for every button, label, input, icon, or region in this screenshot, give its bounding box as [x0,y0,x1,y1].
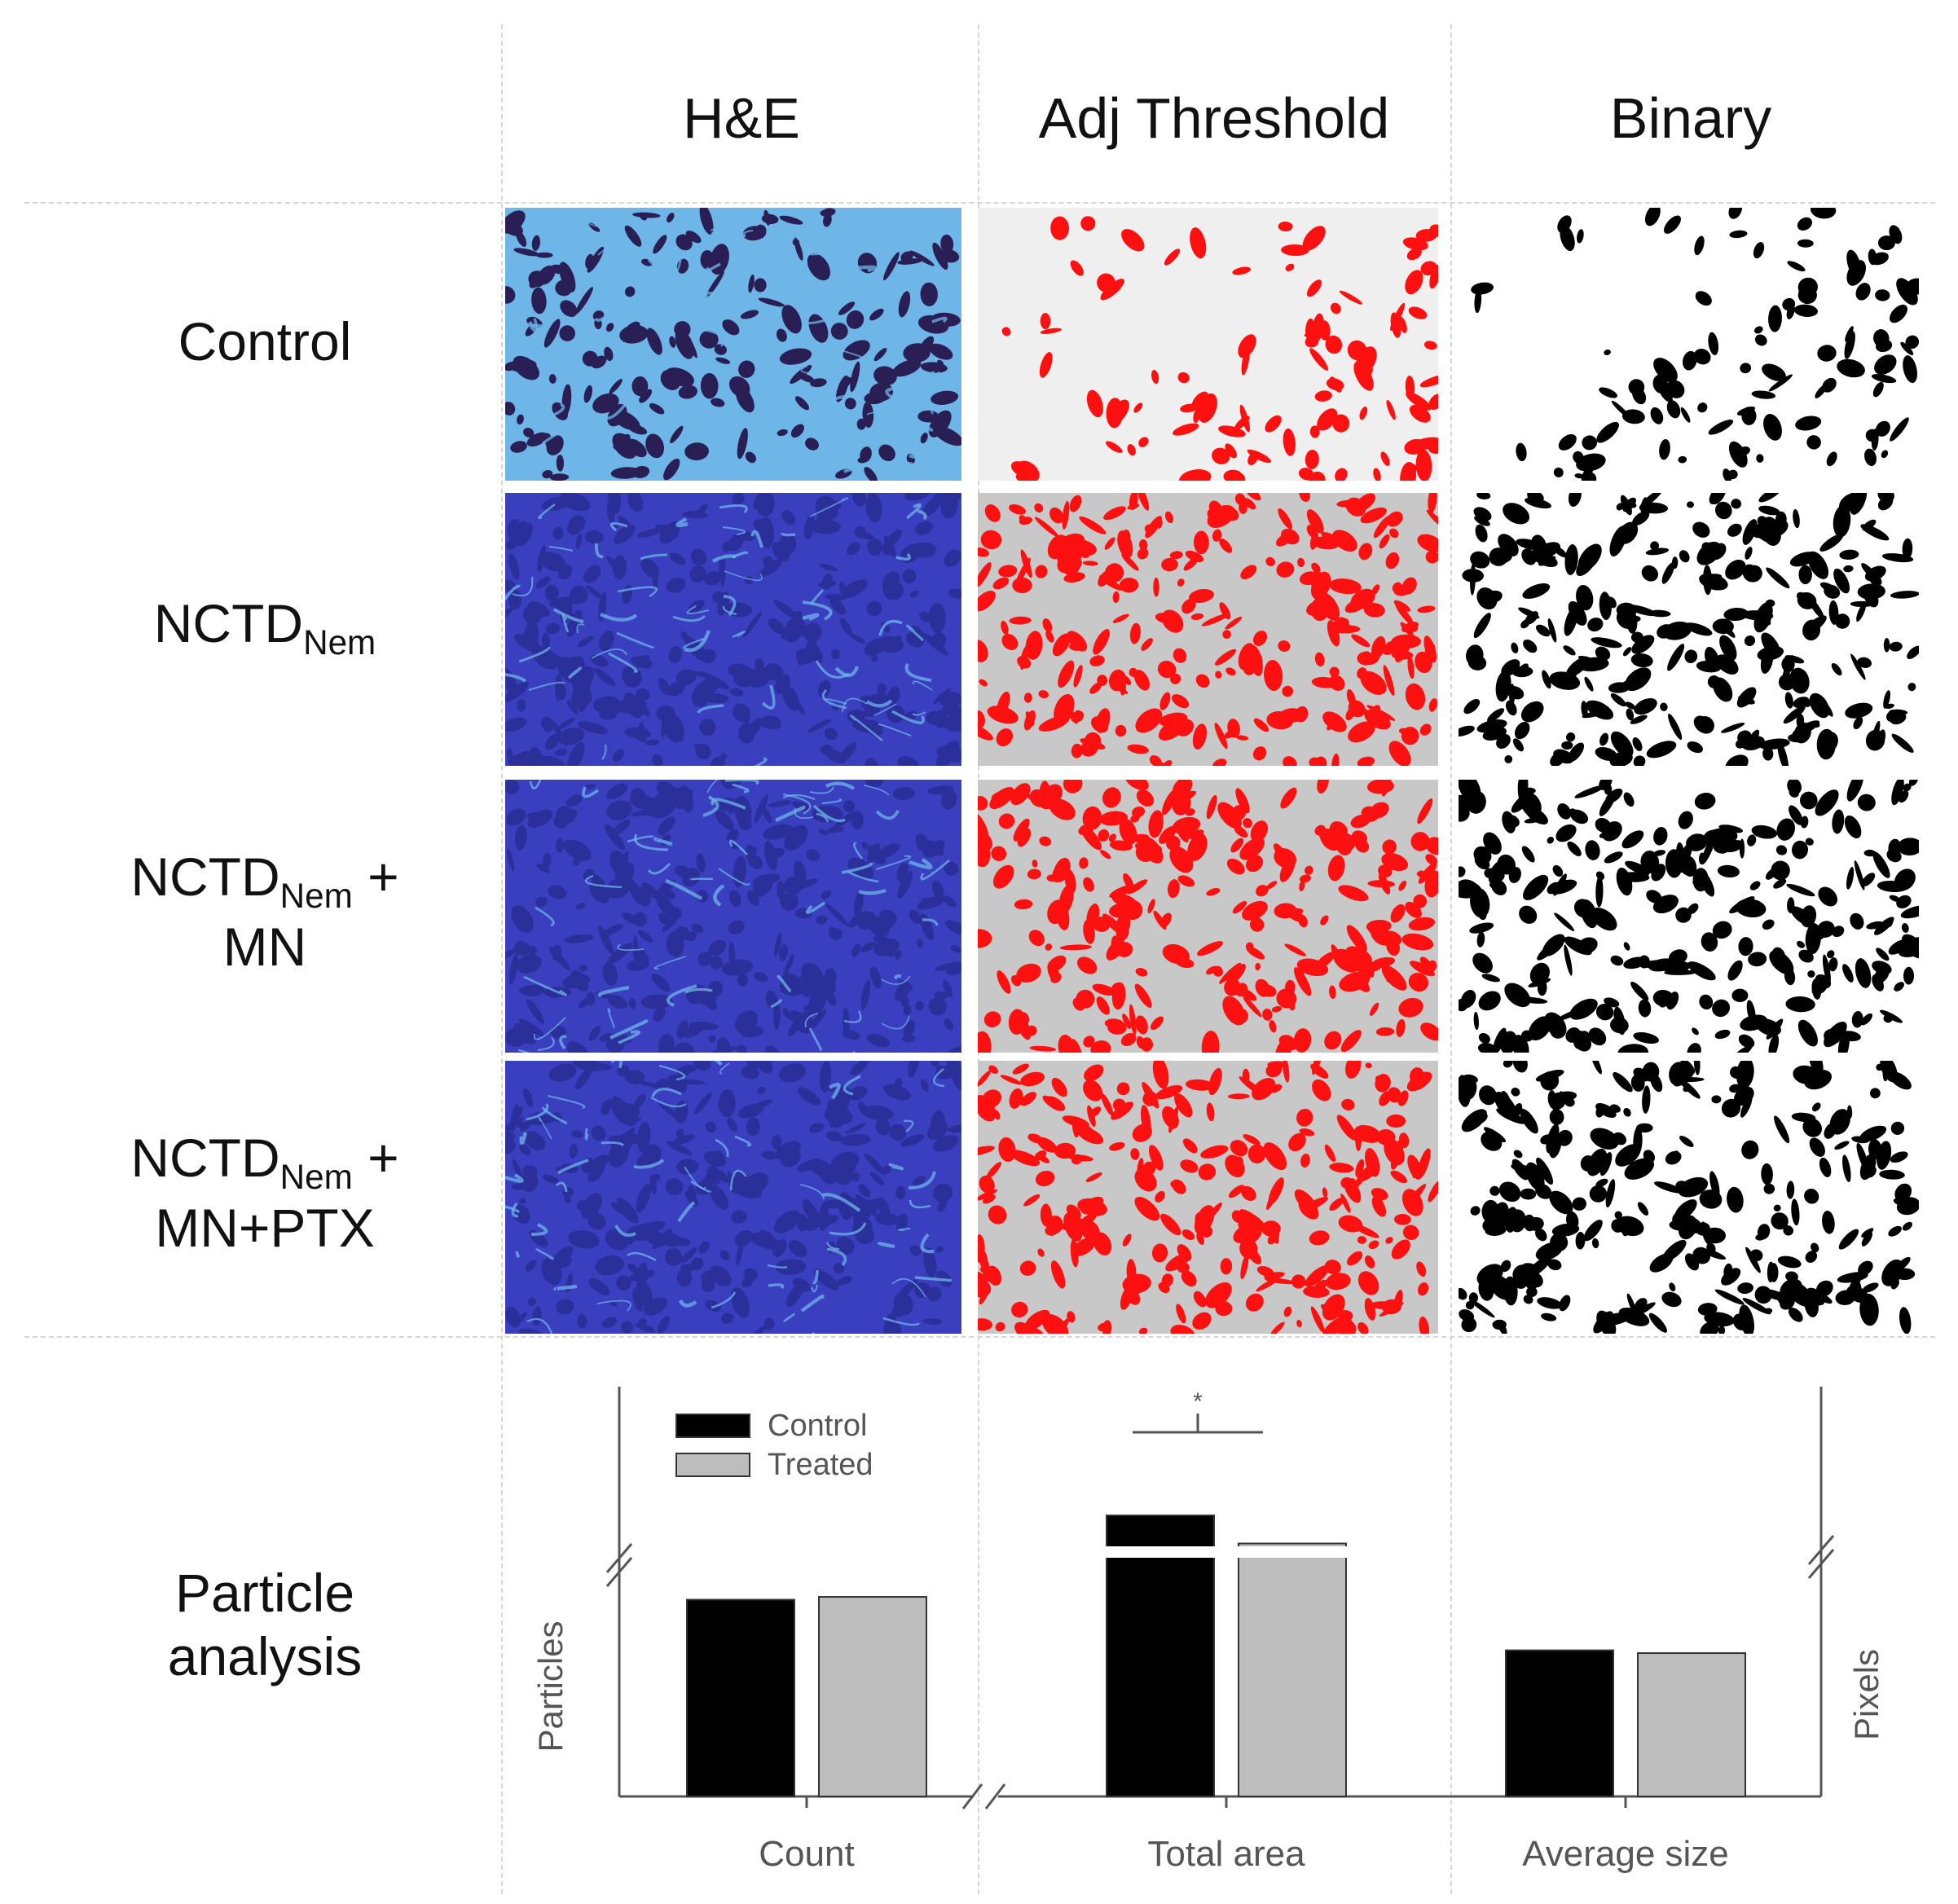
binary-image [1459,208,1919,481]
bar-control [1505,1649,1614,1797]
he-image [505,1061,961,1334]
legend-swatch-treated [675,1453,750,1477]
bar-control [686,1598,795,1797]
bar-treated [818,1596,927,1797]
threshold-image [978,208,1438,481]
axis-break-mark [961,1783,983,1809]
x-tick-label: Average size [1522,1834,1729,1874]
binary-image [1459,1061,1919,1334]
row-label-particle-analysis: Particle analysis [167,1563,363,1686]
axis-break-mark [605,1543,633,1573]
threshold-image [978,493,1438,766]
binary-image [1459,493,1919,766]
legend-swatch-control [675,1414,750,1438]
column-header-threshold: Adj Threshold [1038,86,1390,150]
grid-line [501,24,503,1894]
axis-break-mark [984,1783,1006,1809]
he-image [505,208,961,481]
grid-line [1450,24,1452,1894]
bar-break-gap [1103,1546,1349,1558]
binary-image [1459,780,1919,1053]
row-label-control: Control [178,311,352,372]
bar-treated [1637,1652,1746,1797]
axis-break-mark [1807,1549,1835,1579]
particle-analysis-chart: Count Total area Average size * Control Treat… [531,1387,1885,1874]
bar-treated [1238,1542,1347,1797]
row-label-nctd: NCTDNem [153,592,376,662]
row-label-nctd-mn-ptx: NCTDNem + MN+PTX [130,1127,399,1259]
axis-break-mark [1807,1535,1835,1565]
y-axis-label-right: Pixels [1847,1649,1885,1740]
y-axis-label-left: Particles [531,1620,570,1752]
legend-label-treated: Treated [768,1448,873,1482]
x-tick-label: Total area [1147,1834,1305,1874]
legend-label-control: Control [768,1409,868,1443]
row-label-nctd-mn: NCTDNem + MN [130,846,399,978]
threshold-image [978,780,1438,1053]
grid-line [24,1336,1935,1338]
column-header-he: H&E [683,86,800,150]
he-image [505,780,961,1053]
he-image [505,493,961,766]
bar-control [1106,1515,1215,1797]
threshold-image [978,1061,1438,1334]
significance-marker: * [1193,1388,1203,1415]
column-header-binary: Binary [1609,86,1772,150]
axis-break-mark [605,1557,633,1587]
grid-line [24,202,1935,204]
x-tick-label: Count [759,1834,854,1874]
